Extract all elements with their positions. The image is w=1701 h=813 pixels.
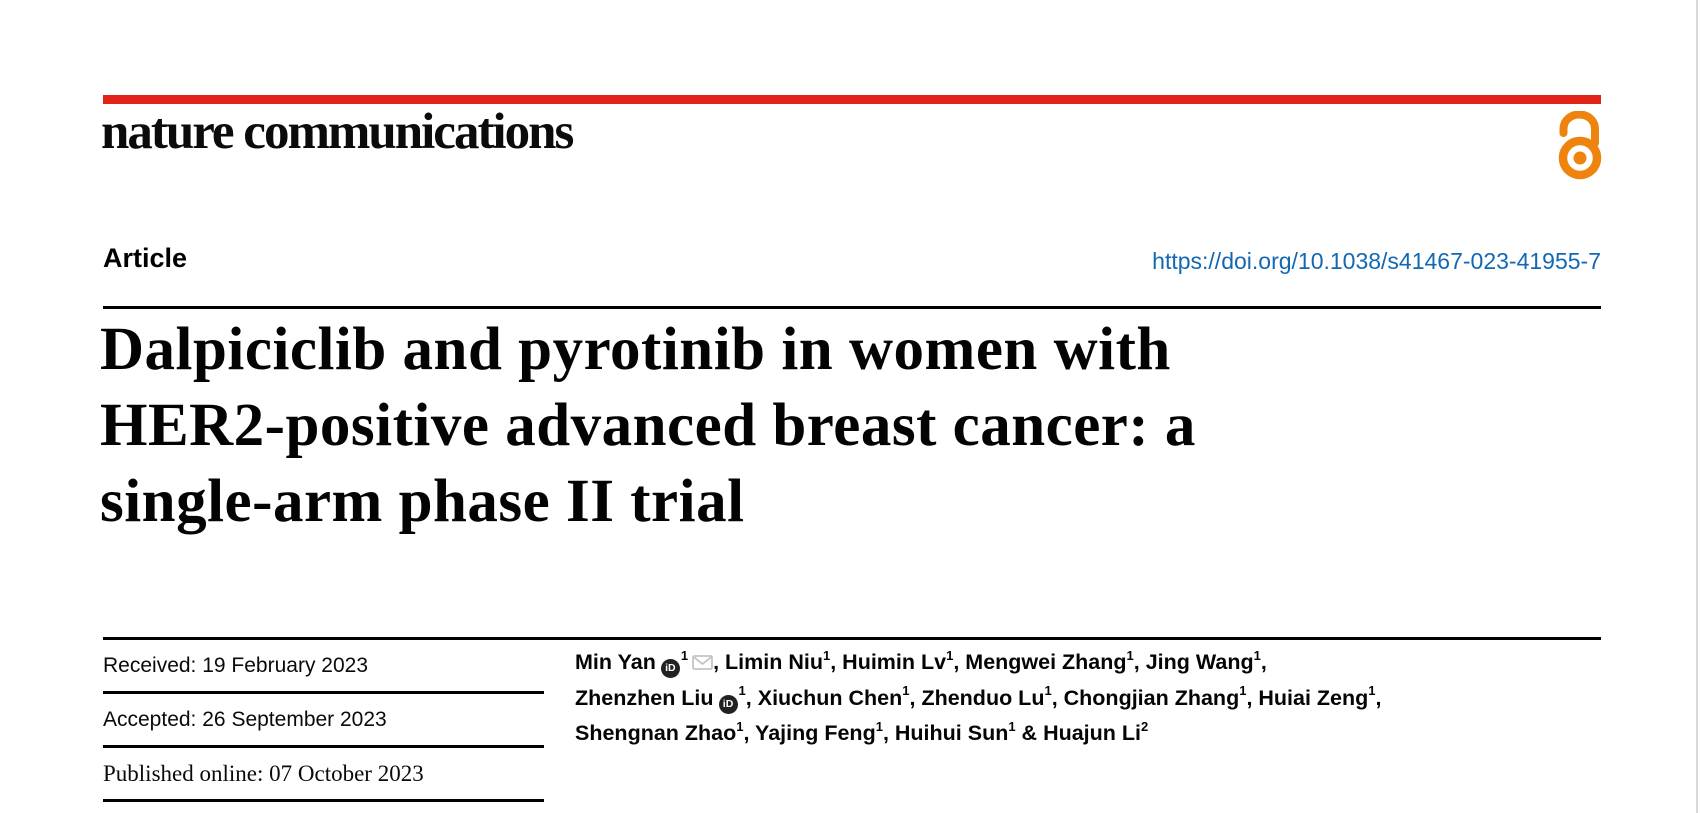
author-name: Huihui Sun xyxy=(894,721,1009,745)
article-title: Dalpiciclib and pyrotinib in women with … xyxy=(100,312,1580,540)
affiliation-superscript: 1 xyxy=(1253,647,1261,663)
title-line-1: Dalpiciclib and pyrotinib in women with xyxy=(100,316,1171,383)
author-list: Min Yan iD1 , Limin Niu1, Huimin Lv1, Men… xyxy=(575,645,1615,752)
affiliation-superscript: 1 xyxy=(946,647,954,663)
author-name: Huimin Lv xyxy=(842,650,947,674)
author-name: Limin Niu xyxy=(725,650,823,674)
author-name: Min Yan xyxy=(575,650,656,674)
affiliation-superscript: 1 xyxy=(875,718,883,734)
author-name: Zhenzhen Liu xyxy=(575,685,714,710)
page-edge-line xyxy=(1696,0,1698,813)
affiliation-superscript: 1 xyxy=(1044,683,1052,699)
published-label: Published online: xyxy=(103,761,264,786)
accepted-label: Accepted: xyxy=(103,708,197,731)
published-date: 07 October 2023 xyxy=(269,761,424,786)
author-line: Min Yan iD1 , Limin Niu1, Huimin Lv1, Men… xyxy=(575,645,1615,681)
affiliation-superscript: 1 xyxy=(1008,718,1016,734)
title-line-3: single-arm phase II trial xyxy=(100,468,745,535)
received-row: Received: 19 February 2023 xyxy=(103,640,544,694)
title-line-2: HER2-positive advanced breast cancer: a xyxy=(100,392,1196,459)
author-name: Xiuchun Chen xyxy=(757,685,903,710)
author-name: Yajing Feng xyxy=(755,721,876,745)
masthead-red-bar xyxy=(103,95,1601,104)
orcid-icon[interactable]: iD xyxy=(718,694,738,714)
affiliation-superscript: 1 xyxy=(680,647,689,663)
email-corresponding-author-icon[interactable] xyxy=(692,655,713,670)
author-name: Chongjian Zhang xyxy=(1063,685,1240,710)
published-row: Published online: 07 October 2023 xyxy=(103,748,544,802)
affiliation-superscript: 1 xyxy=(902,683,910,699)
author-name: Zhenduo Lu xyxy=(921,685,1045,710)
affiliation-superscript: 1 xyxy=(738,683,746,699)
section-divider-rule xyxy=(103,637,1601,640)
affiliation-superscript: 1 xyxy=(1126,647,1134,663)
author-name: Shengnan Zhao xyxy=(575,721,737,745)
author-line: Shengnan Zhao1, Yajing Feng1, Huihui Sun… xyxy=(575,718,1149,745)
affiliation-superscript: 1 xyxy=(822,647,831,663)
author-name: Mengwei Zhang xyxy=(965,650,1127,674)
author-name: Huajun Li xyxy=(1043,721,1141,745)
affiliation-superscript: 2 xyxy=(1141,718,1149,734)
author-name: Jing Wang xyxy=(1145,650,1254,674)
doi-link[interactable]: https://doi.org/10.1038/s41467-023-41955… xyxy=(1152,248,1601,274)
article-type-label: Article xyxy=(103,243,188,273)
orcid-icon[interactable]: iD xyxy=(660,659,680,678)
author-line: Zhenzhen Liu iD1, Xiuchun Chen1, Zhenduo … xyxy=(575,681,1615,717)
header-divider-rule xyxy=(103,306,1601,309)
open-access-icon xyxy=(1558,111,1602,180)
affiliation-superscript: 1 xyxy=(1368,683,1376,699)
journal-logo: nature communications xyxy=(101,104,574,160)
accepted-row: Accepted: 26 September 2023 xyxy=(103,694,544,748)
author-name: Huiai Zeng xyxy=(1258,685,1369,710)
article-history: Received: 19 February 2023 Accepted: 26 … xyxy=(103,640,544,802)
accepted-date: 26 September 2023 xyxy=(202,708,387,731)
affiliation-superscript: 1 xyxy=(1239,683,1247,699)
received-label: Received: xyxy=(103,654,197,677)
affiliation-superscript: 1 xyxy=(736,718,744,734)
received-date: 19 February 2023 xyxy=(202,654,369,677)
